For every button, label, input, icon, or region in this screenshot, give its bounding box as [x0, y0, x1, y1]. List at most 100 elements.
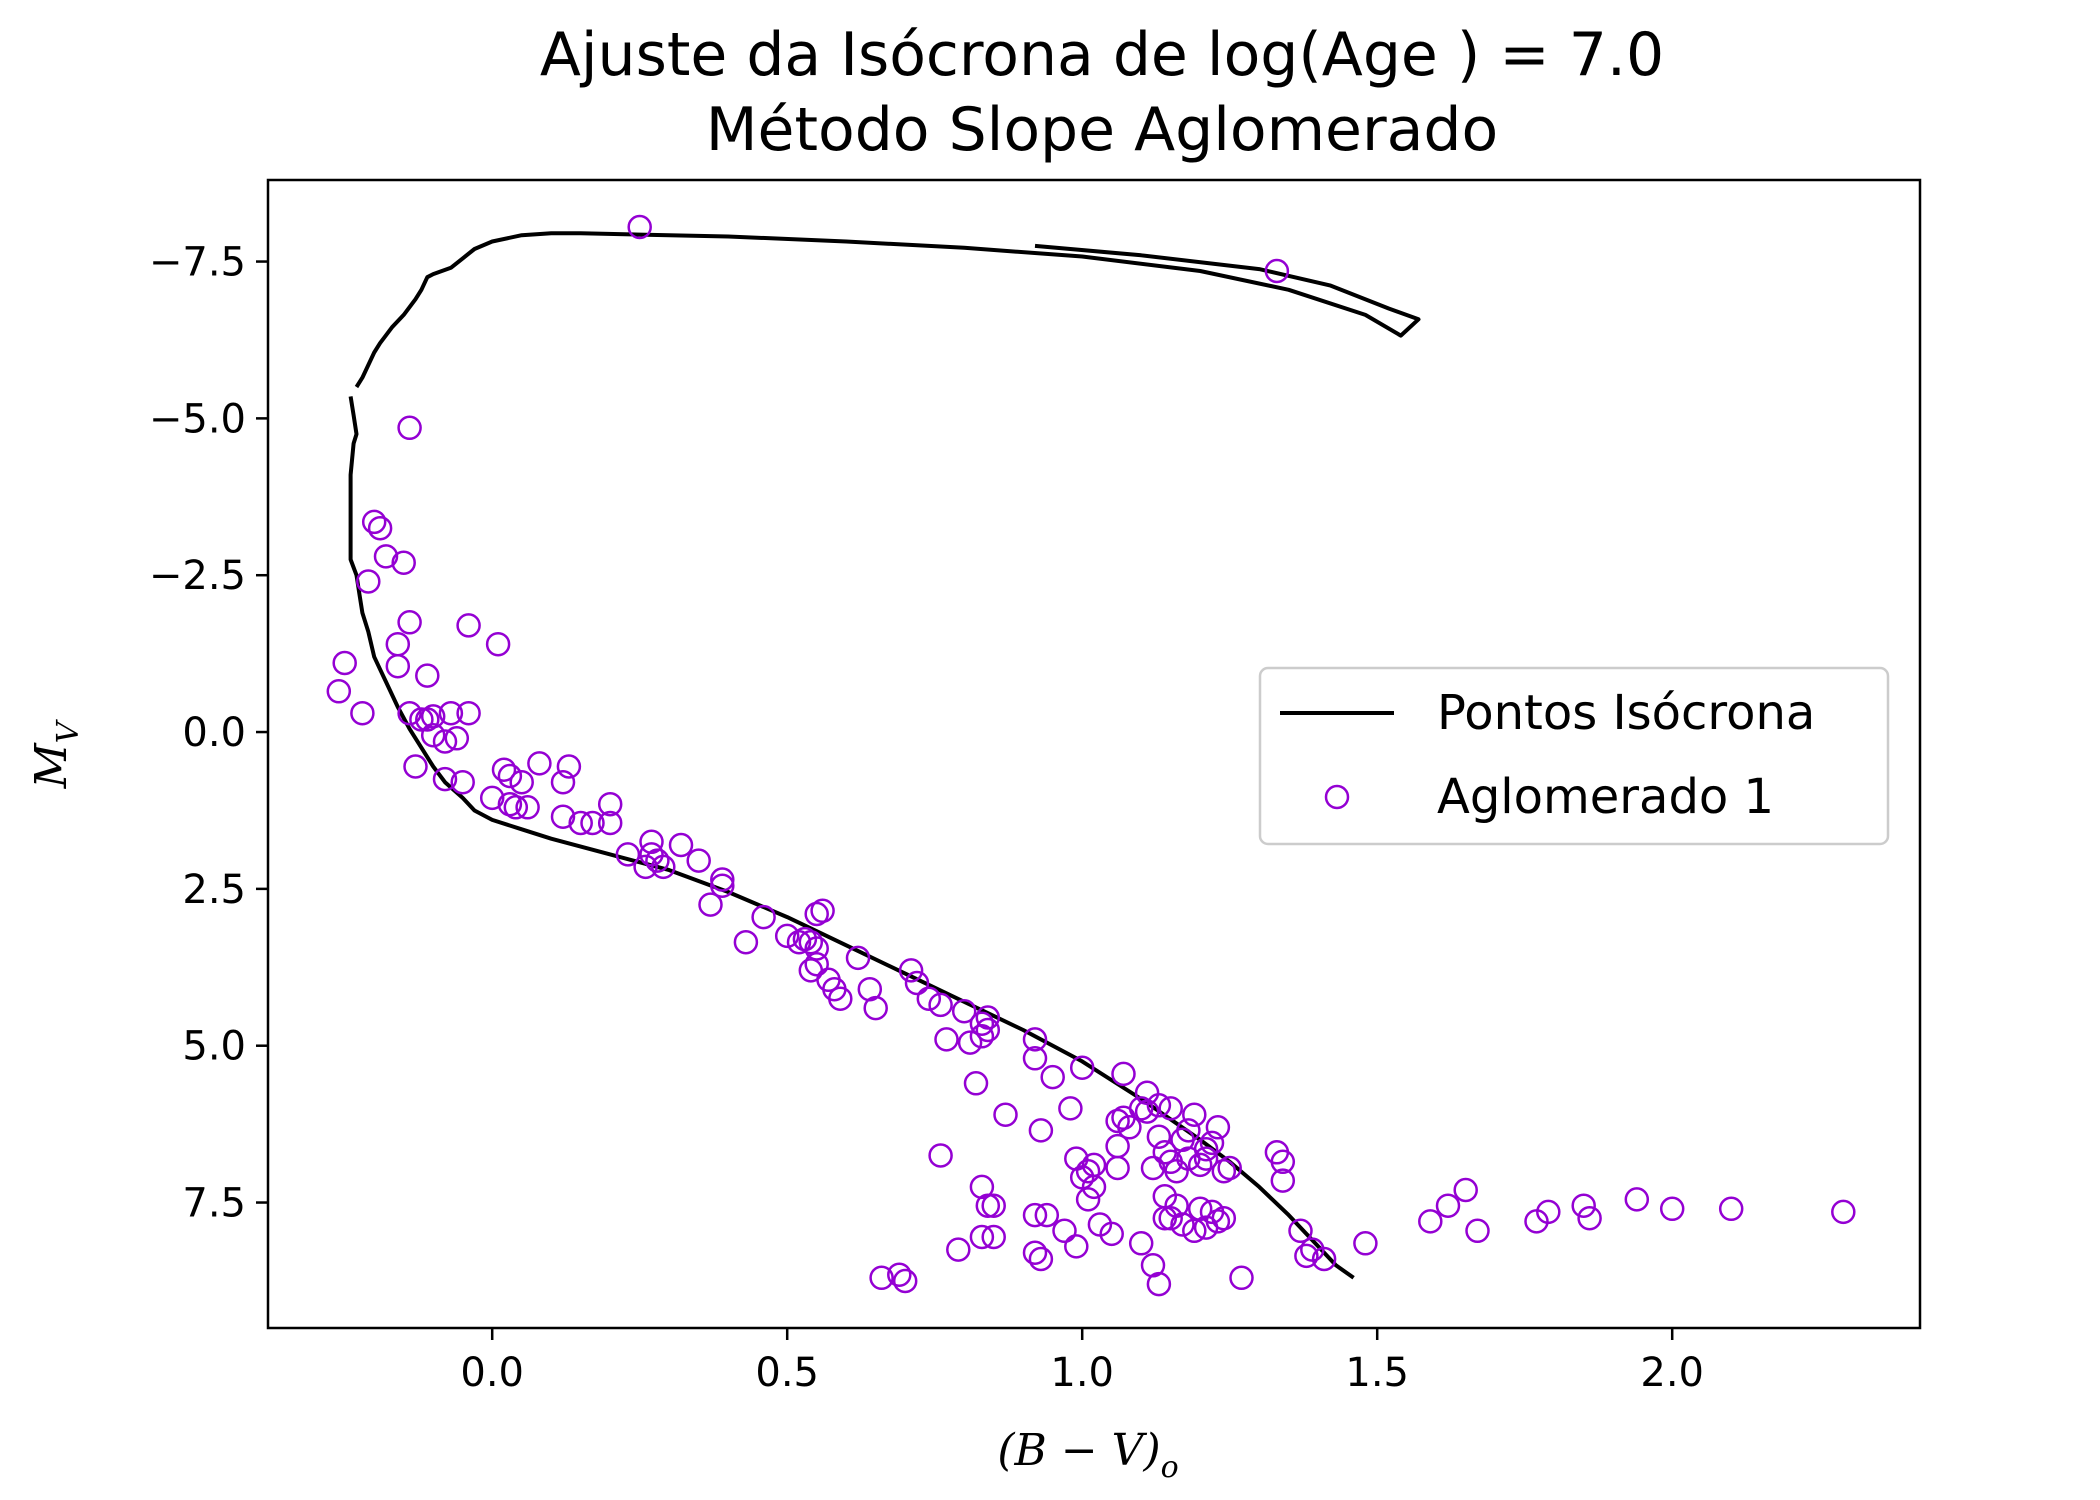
y-axis-ticks: −7.5 −5.0 −2.5 0.0 2.5 5.0 7.5	[149, 240, 268, 1227]
cluster-point	[651, 854, 676, 880]
legend: Pontos Isócrona Aglomerado 1	[1258, 666, 1890, 846]
cluster-point	[568, 810, 593, 836]
cluster-point	[550, 804, 576, 829]
cluster-point	[385, 653, 411, 679]
cluster-point	[1105, 1155, 1130, 1181]
chart-title-line2: Método Slope Aglomerado	[706, 95, 1498, 165]
cluster-point	[1158, 1096, 1183, 1121]
cluster-point	[710, 867, 735, 892]
cluster-point	[1311, 1246, 1337, 1272]
cluster-point	[774, 923, 800, 949]
cluster-point	[1128, 1231, 1154, 1256]
cluster-point	[397, 415, 422, 441]
cluster-point	[1022, 1202, 1048, 1228]
cluster-point	[1146, 1124, 1172, 1149]
cluster-points-layer	[326, 214, 1856, 1297]
cluster-point	[1294, 1243, 1319, 1269]
cluster-point	[981, 1224, 1006, 1250]
cluster-point	[892, 1268, 918, 1294]
cluster-point	[1158, 1205, 1183, 1231]
cluster-point	[356, 569, 381, 594]
cluster-point	[615, 842, 641, 867]
cluster-point	[1069, 1055, 1095, 1080]
y-tick-label: −2.5	[149, 553, 246, 599]
cluster-point	[1831, 1199, 1856, 1225]
y-tick-label: 2.5	[182, 867, 246, 913]
cluster-point	[733, 929, 759, 955]
cluster-point	[1418, 1209, 1443, 1234]
cluster-point	[367, 515, 393, 541]
cluster-point	[1034, 1202, 1060, 1228]
cluster-point	[934, 1027, 959, 1052]
x-axis-ticks: 0.0 0.5 1.0 1.5 2.0	[460, 1328, 1704, 1396]
cluster-point	[1075, 1158, 1101, 1184]
cluster-point	[580, 810, 605, 836]
cluster-point	[1081, 1174, 1107, 1200]
cluster-point	[1140, 1155, 1166, 1181]
cluster-point	[845, 945, 871, 971]
cluster-point	[1075, 1187, 1101, 1212]
x-tick-label: 0.5	[755, 1350, 819, 1396]
cluster-point	[515, 795, 540, 820]
cluster-point	[1058, 1096, 1083, 1121]
cluster-point	[928, 992, 953, 1018]
cluster-point	[550, 769, 576, 795]
cluster-point	[1193, 1146, 1219, 1171]
cluster-point	[1022, 1027, 1048, 1052]
cluster-point	[1217, 1155, 1242, 1181]
plot-data-group	[326, 214, 1856, 1297]
cluster-point	[1022, 1240, 1048, 1265]
cluster-point	[916, 986, 942, 1011]
cluster-point	[397, 610, 422, 635]
cluster-point	[450, 769, 475, 795]
cluster-point	[1146, 1093, 1172, 1118]
cluster-point	[1040, 1064, 1065, 1090]
cluster-point	[438, 700, 464, 726]
cluster-point	[969, 1224, 995, 1250]
cluster-point	[403, 754, 428, 779]
cluster-point	[1229, 1265, 1254, 1291]
x-tick-label: 1.5	[1345, 1350, 1409, 1396]
cluster-point	[420, 722, 446, 748]
cluster-point	[951, 998, 977, 1024]
cluster-point	[527, 751, 552, 776]
cluster-point	[597, 810, 623, 836]
cluster-point	[946, 1237, 971, 1262]
y-tick-label: 7.5	[182, 1181, 246, 1227]
cluster-point	[1465, 1218, 1490, 1244]
cluster-point	[456, 700, 481, 726]
cluster-point	[1577, 1205, 1602, 1231]
cluster-point	[627, 214, 652, 240]
plot-frame	[266, 178, 1922, 1330]
cluster-point	[1028, 1246, 1054, 1272]
cluster-point	[1193, 1136, 1219, 1162]
cluster-point	[828, 986, 853, 1011]
cluster-point	[373, 544, 399, 569]
cluster-point	[869, 1265, 894, 1291]
cluster-point	[804, 936, 829, 961]
cluster-point	[969, 1011, 995, 1036]
cluster-point	[1264, 258, 1290, 284]
cluster-point	[326, 679, 352, 704]
cluster-point	[1111, 1061, 1136, 1087]
cluster-point	[975, 1193, 1001, 1218]
x-axis-label: (B − V)o	[997, 1425, 1178, 1485]
cluster-point	[415, 663, 440, 688]
y-tick-label: 5.0	[182, 1024, 246, 1070]
cluster-point	[556, 754, 582, 779]
x-tick-label: 2.0	[1640, 1350, 1704, 1396]
cluster-point	[456, 613, 481, 638]
cluster-point	[432, 766, 458, 792]
cluster-point	[1087, 1212, 1113, 1237]
cluster-point	[350, 700, 375, 726]
cluster-point	[957, 1030, 983, 1055]
legend-label-cluster: Aglomerado 1	[1437, 769, 1774, 825]
cluster-point	[1353, 1231, 1378, 1256]
cluster-point	[633, 854, 658, 880]
cluster-point	[497, 763, 523, 789]
y-axis-label: MV	[26, 718, 86, 789]
cluster-point	[479, 785, 505, 811]
cluster-point	[444, 726, 470, 751]
y-tick-label: −7.5	[149, 240, 246, 286]
